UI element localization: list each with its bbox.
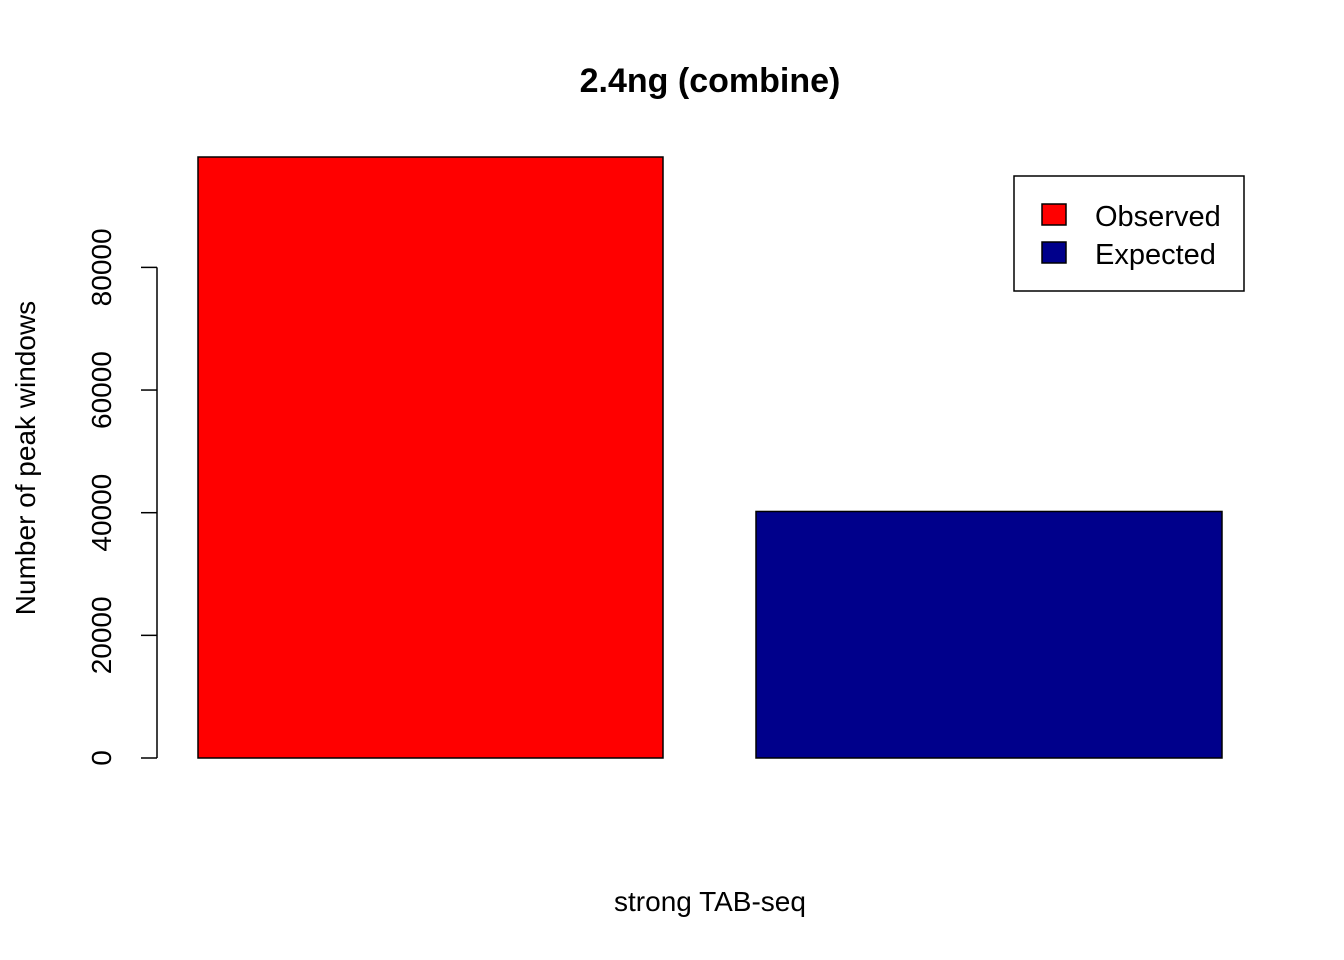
bars-layer <box>197 156 1223 759</box>
bar-expected <box>755 510 1223 759</box>
legend-label-observed: Observed <box>1095 201 1221 233</box>
y-tick-label: 80000 <box>86 228 117 306</box>
legend-label-expected: Expected <box>1095 239 1216 271</box>
legend: Observed Expected <box>1013 175 1245 292</box>
legend-swatch-observed <box>1041 203 1067 226</box>
y-tick-label: 60000 <box>86 351 117 429</box>
y-tick-label: 20000 <box>86 596 117 674</box>
legend-swatch-expected <box>1041 241 1067 264</box>
legend-entries: Observed Expected <box>1041 201 1221 271</box>
y-axis: 0 20000 40000 60000 80000 <box>86 228 158 766</box>
y-tick-label: 0 <box>86 750 117 766</box>
x-axis-label: strong TAB-seq <box>614 886 806 917</box>
legend-box <box>1013 175 1245 292</box>
chart-title: 2.4ng (combine) <box>580 62 841 100</box>
y-tick-label: 40000 <box>86 474 117 552</box>
y-axis-label: Number of peak windows <box>10 301 41 615</box>
bar-observed <box>197 156 664 759</box>
